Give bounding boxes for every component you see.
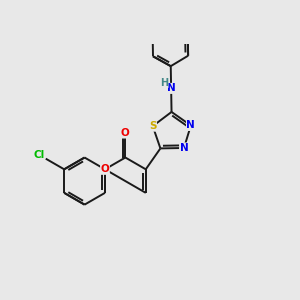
Text: N: N — [167, 83, 176, 93]
Text: S: S — [149, 121, 157, 131]
Text: H: H — [160, 77, 168, 88]
Text: O: O — [121, 128, 130, 138]
Text: N: N — [180, 143, 188, 153]
Text: O: O — [100, 164, 109, 174]
Text: Cl: Cl — [33, 150, 44, 160]
Text: N: N — [187, 121, 195, 130]
